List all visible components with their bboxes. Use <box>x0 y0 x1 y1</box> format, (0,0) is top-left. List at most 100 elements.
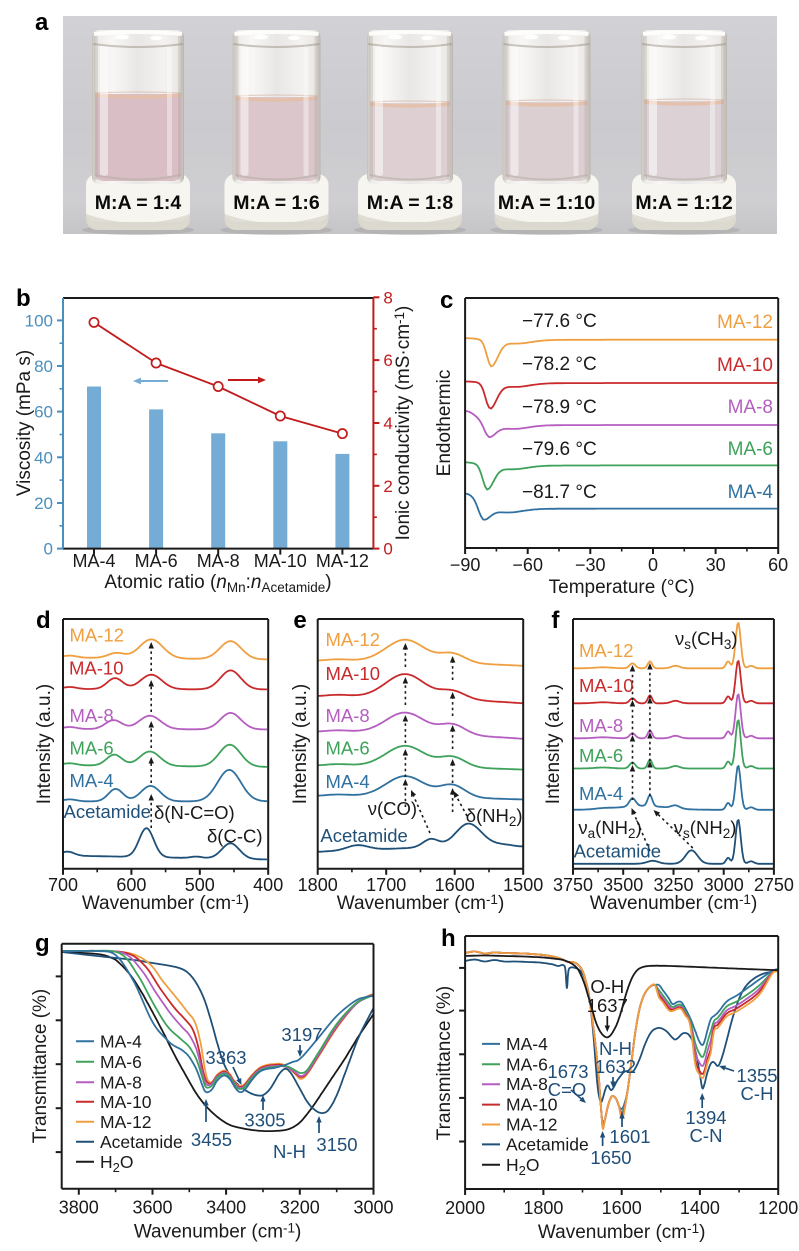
svg-text:MA-4: MA-4 <box>506 1034 548 1054</box>
svg-text:−60: −60 <box>512 555 543 575</box>
svg-text:b: b <box>16 285 31 312</box>
svg-text:MA-10: MA-10 <box>579 675 634 696</box>
svg-text:−81.7 °C: −81.7 °C <box>522 482 597 503</box>
svg-text:2000: 2000 <box>445 1198 485 1218</box>
svg-text:60: 60 <box>768 555 788 575</box>
svg-text:MA-10: MA-10 <box>717 355 773 376</box>
svg-text:c: c <box>440 287 453 314</box>
svg-text:MA-6: MA-6 <box>728 439 773 460</box>
svg-text:MA-4: MA-4 <box>728 482 774 503</box>
svg-text:MA-10: MA-10 <box>506 1095 558 1115</box>
svg-text:8: 8 <box>383 288 392 307</box>
svg-text:M:A = 1:10: M:A = 1:10 <box>498 192 596 214</box>
svg-text:1400: 1400 <box>680 1198 720 1218</box>
svg-text:0: 0 <box>648 555 658 575</box>
svg-text:e: e <box>293 607 306 634</box>
svg-text:d: d <box>36 607 51 634</box>
svg-text:MA-10: MA-10 <box>69 658 124 679</box>
svg-text:ν(CO): ν(CO) <box>368 798 417 819</box>
svg-text:δ(C-C): δ(C-C) <box>207 826 263 847</box>
svg-text:3600: 3600 <box>132 1198 172 1218</box>
svg-text:MA-4: MA-4 <box>579 783 623 804</box>
svg-text:Acetamide: Acetamide <box>320 825 407 846</box>
svg-text:1700: 1700 <box>366 875 406 895</box>
svg-text:Acetamide: Acetamide <box>64 801 151 822</box>
svg-text:3363: 3363 <box>205 1047 246 1068</box>
svg-text:6: 6 <box>383 351 392 370</box>
svg-text:1355: 1355 <box>736 1065 777 1086</box>
svg-text:Acetamide: Acetamide <box>506 1134 589 1154</box>
svg-text:3197: 3197 <box>281 1024 322 1045</box>
svg-text:MA-12: MA-12 <box>579 640 634 661</box>
svg-text:Wavenumber (cm-1): Wavenumber (cm-1) <box>538 1221 706 1243</box>
svg-text:1601: 1601 <box>609 1126 650 1147</box>
svg-text:Transmittance (%): Transmittance (%) <box>434 986 455 1141</box>
svg-text:MA-6: MA-6 <box>100 1052 142 1072</box>
svg-text:600: 600 <box>116 875 146 895</box>
svg-text:1637: 1637 <box>587 995 628 1016</box>
svg-text:M:A = 1:12: M:A = 1:12 <box>635 192 733 214</box>
svg-text:M:A = 1:6: M:A = 1:6 <box>233 192 320 214</box>
svg-text:Temperature (°C): Temperature (°C) <box>549 577 695 598</box>
svg-text:Wavenumber (cm-1): Wavenumber (cm-1) <box>590 892 758 914</box>
svg-text:Viscosity (mPa s): Viscosity (mPa s) <box>14 350 35 496</box>
svg-text:3750: 3750 <box>553 875 593 895</box>
svg-text:N-H: N-H <box>599 1038 632 1059</box>
svg-text:MA-6: MA-6 <box>326 738 370 759</box>
svg-text:M:A = 1:8: M:A = 1:8 <box>367 192 454 214</box>
svg-text:700: 700 <box>48 875 78 895</box>
svg-text:20: 20 <box>34 494 53 513</box>
svg-text:1200: 1200 <box>758 1198 798 1218</box>
svg-text:a: a <box>35 9 49 36</box>
svg-text:Wavenumber (cm-1): Wavenumber (cm-1) <box>337 892 505 914</box>
svg-text:MA-4: MA-4 <box>100 1031 142 1051</box>
svg-text:Intensity (a.u.): Intensity (a.u.) <box>543 684 564 804</box>
svg-text:1600: 1600 <box>602 1198 642 1218</box>
svg-text:MA-8: MA-8 <box>70 705 114 726</box>
svg-text:−90: −90 <box>450 555 481 575</box>
svg-text:3400: 3400 <box>206 1198 246 1218</box>
svg-text:60: 60 <box>34 403 53 422</box>
svg-text:Acetamide: Acetamide <box>100 1132 183 1152</box>
svg-text:H2O: H2O <box>506 1155 540 1178</box>
svg-text:1673: 1673 <box>547 1061 588 1082</box>
svg-text:Ionic conductivity (mS·cm-1): Ionic conductivity (mS·cm-1) <box>392 306 414 541</box>
svg-text:3000: 3000 <box>353 1198 393 1218</box>
svg-text:C-H: C-H <box>741 1083 774 1104</box>
svg-text:MA-12: MA-12 <box>506 1115 558 1135</box>
svg-text:MA-4: MA-4 <box>72 551 115 571</box>
svg-text:Endothermic: Endothermic <box>434 370 455 477</box>
svg-text:2: 2 <box>383 477 392 496</box>
svg-text:400: 400 <box>253 875 283 895</box>
svg-text:MA-12: MA-12 <box>717 312 773 333</box>
svg-text:3250: 3250 <box>653 875 693 895</box>
svg-text:MA-4: MA-4 <box>70 770 114 791</box>
svg-text:30: 30 <box>706 555 726 575</box>
svg-text:MA-12: MA-12 <box>100 1112 152 1132</box>
svg-text:M:A = 1:4: M:A = 1:4 <box>95 192 182 214</box>
svg-text:1650: 1650 <box>590 1147 631 1168</box>
svg-text:3200: 3200 <box>280 1198 320 1218</box>
svg-text:1800: 1800 <box>523 1198 563 1218</box>
svg-text:−77.6 °C: −77.6 °C <box>522 311 597 332</box>
svg-text:MA-6: MA-6 <box>70 738 114 759</box>
svg-text:40: 40 <box>34 448 53 467</box>
svg-text:1500: 1500 <box>503 875 543 895</box>
svg-text:MA-8: MA-8 <box>100 1072 142 1092</box>
svg-text:MA-6: MA-6 <box>135 551 178 571</box>
svg-text:1394: 1394 <box>685 1107 726 1128</box>
svg-text:νa(NH2): νa(NH2) <box>578 817 641 841</box>
svg-text:O-H: O-H <box>590 976 624 997</box>
svg-text:MA-10: MA-10 <box>326 663 381 684</box>
svg-text:2750: 2750 <box>754 875 794 895</box>
svg-text:Intensity (a.u.): Intensity (a.u.) <box>290 684 311 804</box>
svg-text:f: f <box>551 607 560 634</box>
svg-text:Wavenumber (cm-1): Wavenumber (cm-1) <box>82 892 250 914</box>
svg-text:C=O: C=O <box>548 1079 587 1100</box>
svg-text:MA-10: MA-10 <box>100 1092 152 1112</box>
svg-text:h: h <box>441 925 456 952</box>
svg-text:0: 0 <box>44 540 53 559</box>
svg-text:3800: 3800 <box>59 1198 99 1218</box>
svg-text:−78.9 °C: −78.9 °C <box>522 397 597 418</box>
svg-text:80: 80 <box>34 357 53 376</box>
